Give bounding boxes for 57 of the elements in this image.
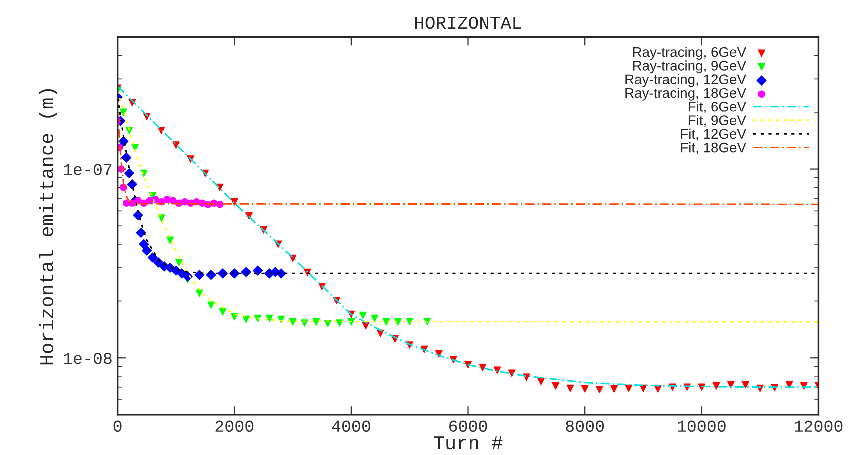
point	[625, 384, 633, 392]
point	[552, 382, 560, 390]
x-tick-label: 4000	[332, 420, 370, 432]
point	[610, 385, 618, 393]
point	[508, 370, 516, 378]
point	[312, 318, 320, 326]
x-tick-label: 6000	[449, 420, 488, 432]
point	[336, 320, 344, 327]
point	[120, 108, 128, 116]
point	[132, 144, 140, 152]
point	[230, 198, 238, 206]
point	[216, 200, 224, 208]
point	[164, 196, 172, 204]
legend-label: Ray-tracing, 9GeV	[633, 60, 746, 74]
legend-label: Ray-tracing, 6GeV	[633, 47, 746, 60]
point	[479, 364, 487, 372]
x-tick-label: 2000	[216, 420, 254, 432]
x-tick-label: 0	[114, 420, 122, 432]
point	[371, 314, 378, 322]
point	[194, 270, 205, 280]
point	[252, 266, 264, 276]
legend-label: Fit, 9GeV	[688, 115, 746, 128]
point	[359, 312, 367, 320]
legend-label: Fit, 6GeV	[688, 102, 746, 114]
point	[139, 239, 150, 250]
point	[148, 252, 158, 263]
y-tick-label: 1e-08	[64, 353, 112, 364]
point	[166, 236, 174, 244]
point	[175, 259, 183, 266]
point	[596, 386, 604, 394]
point	[219, 308, 227, 316]
point	[581, 385, 589, 393]
chart-title: HORIZONTAL	[416, 16, 522, 30]
point	[142, 246, 152, 256]
point	[196, 290, 204, 298]
point	[727, 381, 735, 389]
legend-label: Ray-tracing, 18GeV	[626, 88, 746, 101]
point	[133, 210, 144, 220]
legend-label: Fit, 12GeV	[681, 128, 746, 141]
point	[742, 381, 750, 389]
point	[208, 302, 215, 310]
x-axis-title: Turn #	[434, 436, 503, 450]
x-tick-label: 10000	[678, 420, 726, 432]
point	[266, 314, 274, 322]
x-tick-label: 8000	[566, 420, 604, 432]
point	[538, 378, 545, 386]
point	[136, 228, 146, 238]
point	[289, 318, 297, 326]
y-axis-title: Horizontal emittance (m)	[39, 89, 58, 365]
legend-label: Fit, 18GeV	[681, 142, 746, 154]
point	[566, 384, 574, 392]
x-tick-label: 12000	[794, 420, 843, 432]
y-tick-label: 1e-07	[64, 164, 112, 176]
legend-label: Ray-tracing, 12GeV	[626, 74, 746, 88]
point	[712, 382, 720, 390]
point	[241, 267, 252, 278]
point	[242, 316, 250, 324]
